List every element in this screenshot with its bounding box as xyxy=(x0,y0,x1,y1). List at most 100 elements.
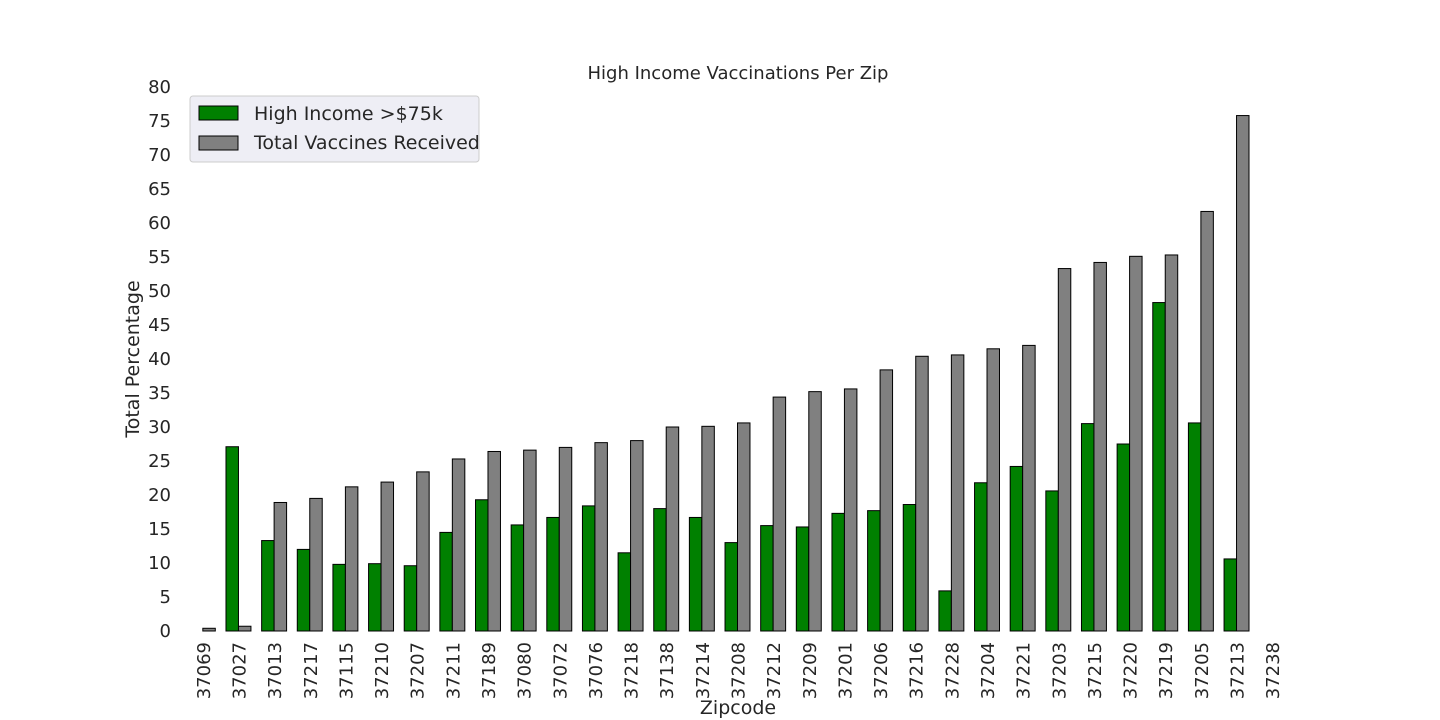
y-tick-label: 60 xyxy=(148,213,171,234)
y-tick-label: 15 xyxy=(148,519,171,540)
bar-total-vaccines-37221 xyxy=(1022,344,1036,632)
legend-label-high-income: High Income >$75k xyxy=(254,103,443,125)
y-tick-label: 5 xyxy=(160,587,171,608)
bar-total-vaccines-37215 xyxy=(1093,261,1107,632)
bar-total-vaccines-37206 xyxy=(879,369,894,632)
bar-high-income-37205 xyxy=(1187,422,1202,632)
bar-total-vaccines-37217 xyxy=(309,497,323,632)
bar-total-vaccines-37138 xyxy=(665,426,680,632)
bar-total-vaccines-37213 xyxy=(1236,115,1250,632)
x-tick-label-37218: 37218 xyxy=(622,642,643,699)
bar-total-vaccines-37220 xyxy=(1129,255,1143,632)
bar-high-income-37228 xyxy=(938,590,952,632)
y-tick-label: 55 xyxy=(148,247,171,268)
legend-box xyxy=(189,95,480,163)
bar-high-income-37080 xyxy=(510,524,525,632)
bar-total-vaccines-37207 xyxy=(416,471,430,632)
legend-swatch-total-vaccines xyxy=(198,135,239,151)
y-tick-label: 70 xyxy=(148,145,171,166)
bar-total-vaccines-37013 xyxy=(273,501,288,632)
y-tick-label: 20 xyxy=(148,485,171,506)
bar-high-income-37027 xyxy=(225,446,239,632)
bar-total-vaccines-37209 xyxy=(808,391,822,632)
y-tick-label: 45 xyxy=(148,315,171,336)
x-tick-label-37138: 37138 xyxy=(657,642,678,699)
y-tick-label: 25 xyxy=(148,451,171,472)
bar-total-vaccines-37228 xyxy=(950,354,965,632)
x-tick-label-37213: 37213 xyxy=(1228,642,1249,699)
bar-high-income-37214 xyxy=(688,516,703,632)
x-tick-label-37076: 37076 xyxy=(586,642,607,699)
bar-high-income-37212 xyxy=(760,525,774,632)
bar-total-vaccines-37203 xyxy=(1057,268,1072,632)
bar-total-vaccines-37080 xyxy=(523,449,537,632)
bar-high-income-37206 xyxy=(867,510,881,632)
x-tick-label-37208: 37208 xyxy=(729,642,750,699)
x-tick-label-37219: 37219 xyxy=(1156,642,1177,699)
bar-total-vaccines-37072 xyxy=(558,446,573,632)
bar-high-income-37220 xyxy=(1116,443,1131,632)
x-tick-label-37203: 37203 xyxy=(1049,642,1070,699)
bar-total-vaccines-37027 xyxy=(237,625,252,632)
x-tick-label-37212: 37212 xyxy=(764,642,785,699)
x-tick-label-37207: 37207 xyxy=(408,642,429,699)
legend-label-total-vaccines: Total Vaccines Received xyxy=(253,132,480,154)
x-tick-label-37217: 37217 xyxy=(301,642,322,699)
bar-total-vaccines-37218 xyxy=(630,440,644,632)
bar-high-income-37207 xyxy=(403,565,418,632)
x-tick-label-37205: 37205 xyxy=(1192,642,1213,699)
y-tick-label: 0 xyxy=(160,621,171,642)
bar-high-income-37204 xyxy=(974,482,988,632)
y-tick-label: 10 xyxy=(148,553,171,574)
x-tick-label-37211: 37211 xyxy=(443,642,464,699)
bar-high-income-37211 xyxy=(439,531,453,632)
bar-high-income-37189 xyxy=(475,499,489,632)
bar-high-income-37219 xyxy=(1152,302,1166,632)
x-tick-label-37209: 37209 xyxy=(800,642,821,699)
bar-high-income-37221 xyxy=(1009,465,1024,632)
y-tick-label: 40 xyxy=(148,349,171,370)
bar-total-vaccines-37205 xyxy=(1200,210,1214,632)
bar-total-vaccines-37115 xyxy=(344,486,359,632)
y-tick-label: 80 xyxy=(148,77,171,98)
y-tick-label: 30 xyxy=(148,417,171,438)
bar-total-vaccines-37076 xyxy=(594,442,608,632)
x-axis-ticks: 37069 37027 37013 37217 37115 37210 37207 37211… xyxy=(194,642,1284,699)
x-tick-label-37238: 37238 xyxy=(1263,642,1284,699)
bar-total-vaccines-37214 xyxy=(701,425,715,632)
bar-total-vaccines-37211 xyxy=(451,458,466,632)
bar-total-vaccines-37216 xyxy=(915,355,929,632)
x-tick-label-37201: 37201 xyxy=(835,642,856,699)
y-tick-label: 35 xyxy=(148,383,171,404)
bar-total-vaccines-37201 xyxy=(843,388,858,632)
bar-high-income-37218 xyxy=(617,552,632,632)
x-tick-label-37189: 37189 xyxy=(479,642,500,699)
bar-total-vaccines-37219 xyxy=(1164,254,1179,632)
bar-high-income-37209 xyxy=(795,526,810,632)
bar-total-vaccines-37208 xyxy=(737,422,751,632)
x-tick-label-37206: 37206 xyxy=(871,642,892,699)
bar-high-income-37072 xyxy=(546,516,560,632)
y-tick-label: 50 xyxy=(148,281,171,302)
y-axis-title: Total Percentage xyxy=(122,280,144,438)
x-axis-title: Zipcode xyxy=(700,697,776,719)
bar-total-vaccines-37189 xyxy=(487,450,501,632)
bar-total-vaccines-37212 xyxy=(772,396,787,632)
bar-high-income-37115 xyxy=(332,563,346,632)
x-tick-label-37210: 37210 xyxy=(372,642,393,699)
bar-high-income-37217 xyxy=(296,548,311,632)
y-tick-label: 75 xyxy=(148,111,171,132)
y-axis-ticks: 0 5 10 15 20 25 30 35 40 45 50 55 60 65 70 75 80 xyxy=(148,77,171,642)
x-tick-label-37216: 37216 xyxy=(907,642,928,699)
bar-high-income-37216 xyxy=(902,504,917,632)
x-tick-label-37069: 37069 xyxy=(194,642,215,699)
bars xyxy=(202,115,1250,632)
bar-total-vaccines-37204 xyxy=(986,348,1000,632)
x-tick-label-37214: 37214 xyxy=(693,642,714,699)
bar-total-vaccines-37210 xyxy=(380,481,395,632)
x-tick-label-37115: 37115 xyxy=(336,642,357,699)
x-tick-label-37221: 37221 xyxy=(1014,642,1035,699)
bar-high-income-37076 xyxy=(581,505,596,632)
x-tick-label-37013: 37013 xyxy=(265,642,286,699)
